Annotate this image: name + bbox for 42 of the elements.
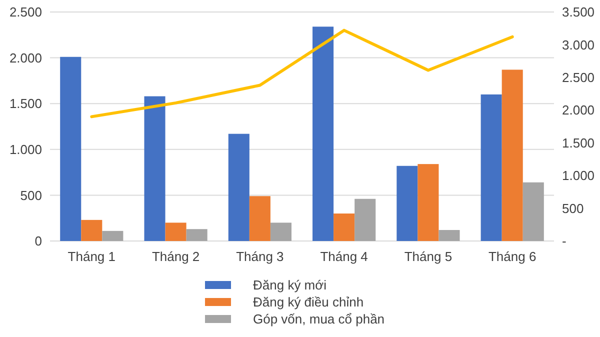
y-tick-label: 1.500	[9, 96, 42, 112]
bar	[522, 182, 544, 241]
x-tick-label: Tháng 1	[68, 249, 116, 264]
bar	[396, 166, 418, 241]
y-tick-label: 500	[20, 188, 42, 203]
bar	[165, 222, 186, 241]
bar	[312, 26, 334, 241]
x-tick-label: Tháng 3	[236, 249, 284, 264]
bar	[60, 56, 82, 241]
legend-label: Đăng ký điều chỉnh	[253, 294, 364, 310]
bar	[334, 214, 355, 241]
bar	[354, 198, 376, 241]
bar	[186, 229, 208, 241]
y-tick-label: 2.500	[9, 4, 42, 20]
bar	[502, 70, 523, 241]
bar	[438, 230, 460, 241]
bar	[249, 196, 270, 241]
y-tick-label: 0	[34, 234, 42, 249]
line-series	[90, 28, 514, 118]
y2-tick-label: 2.000	[562, 102, 595, 118]
y-tick-label: 1.000	[9, 142, 42, 157]
y2-tick-label: 1.500	[562, 135, 595, 150]
bar	[418, 164, 439, 241]
x-tick-label: Tháng 4	[320, 249, 368, 264]
y2-tick-label: 3.500	[562, 4, 595, 20]
bar	[270, 222, 292, 241]
legend-label: Đăng ký mới	[253, 278, 327, 293]
y-tick-label: 2.000	[9, 50, 42, 66]
x-tick-label: Tháng 5	[404, 249, 452, 264]
bar	[228, 134, 250, 241]
x-tick-label: Tháng 6	[488, 249, 536, 264]
y2-tick-label: 3.000	[562, 37, 595, 52]
bar	[480, 94, 502, 241]
y2-tick-label: -	[562, 234, 566, 249]
y2-tick-label: 1.000	[562, 168, 595, 184]
legend-label: Góp vốn, mua cổ phần	[253, 312, 385, 327]
bar	[102, 230, 124, 241]
y2-tick-label: 2.500	[562, 70, 595, 85]
bar	[81, 220, 102, 241]
x-tick-label: Tháng 2	[152, 249, 200, 264]
bar	[144, 96, 166, 241]
y2-tick-label: 500	[562, 200, 584, 216]
